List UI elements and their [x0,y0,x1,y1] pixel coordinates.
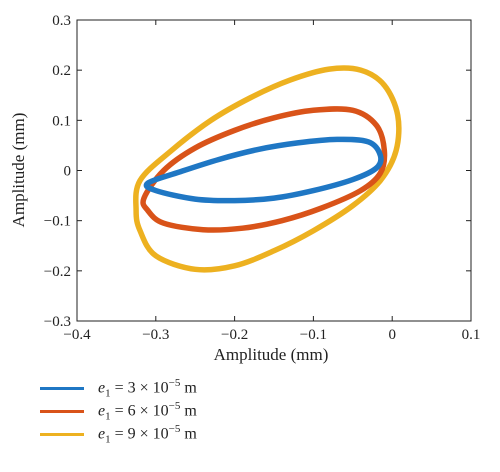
legend-item-3: e1 = 9 × 10−5 m [40,423,197,445]
x-tick-label: 0 [388,327,396,343]
legend-exponent: −5 [168,422,181,435]
series-line-3 [133,65,402,273]
y-tick-label: 0.3 [52,13,71,29]
legend: e1 = 3 × 10−5 m e1 = 6 × 10−5 m e1 = 9 × 1… [40,377,197,446]
legend-subscript: 1 [105,410,111,423]
series-group [133,65,402,273]
legend-label: e1 = 6 × 10−5 m [98,400,197,423]
series-line-2 [140,106,388,233]
legend-unit: m [180,379,197,397]
legend-label: e1 = 3 × 10−5 m [98,377,197,400]
y-tick-label: 0.1 [52,113,71,129]
legend-swatch [40,386,84,390]
legend-item-1: e1 = 3 × 10−5 m [40,377,197,399]
y-axis-label: Amplitude (mm) [9,113,28,228]
legend-label: e1 = 9 × 10−5 m [98,423,197,446]
legend-unit: m [180,425,197,443]
x-tick-label: 0.1 [462,327,481,343]
x-tick-label: −0.3 [142,327,169,343]
legend-item-2: e1 = 6 × 10−5 m [40,400,197,422]
y-tick-label: −0.3 [44,314,71,330]
legend-unit: m [180,402,197,420]
legend-value: = 9 × 10 [110,425,169,443]
plot-frame [76,19,472,322]
x-tick-label: −0.1 [300,327,327,343]
legend-swatch [40,432,84,436]
ticks: −0.4 −0.3 −0.2 −0.1 0 0.1−0.3−0.2−0.100.10.20… [44,13,481,343]
series-line-1 [143,136,384,204]
x-axis-label: Amplitude (mm) [214,345,329,364]
legend-variable: e [98,425,106,443]
legend-value: = 6 × 10 [110,402,169,420]
y-tick-label: 0 [64,164,72,180]
legend-subscript: 1 [105,387,111,400]
legend-exponent: −5 [168,399,181,412]
legend-variable: e [98,402,106,420]
x-tick-label: −0.4 [63,327,91,343]
legend-variable: e [98,379,106,397]
legend-swatch [40,409,84,413]
legend-value: = 3 × 10 [110,379,169,397]
y-tick-label: −0.2 [44,264,71,280]
y-tick-label: 0.2 [52,63,71,79]
y-tick-label: −0.1 [44,214,71,230]
chart: −0.4 −0.3 −0.2 −0.1 0 0.1−0.3−0.2−0.100.10.20… [9,13,481,364]
x-tick-label: −0.2 [221,327,248,343]
legend-exponent: −5 [168,376,181,389]
legend-subscript: 1 [105,433,111,446]
